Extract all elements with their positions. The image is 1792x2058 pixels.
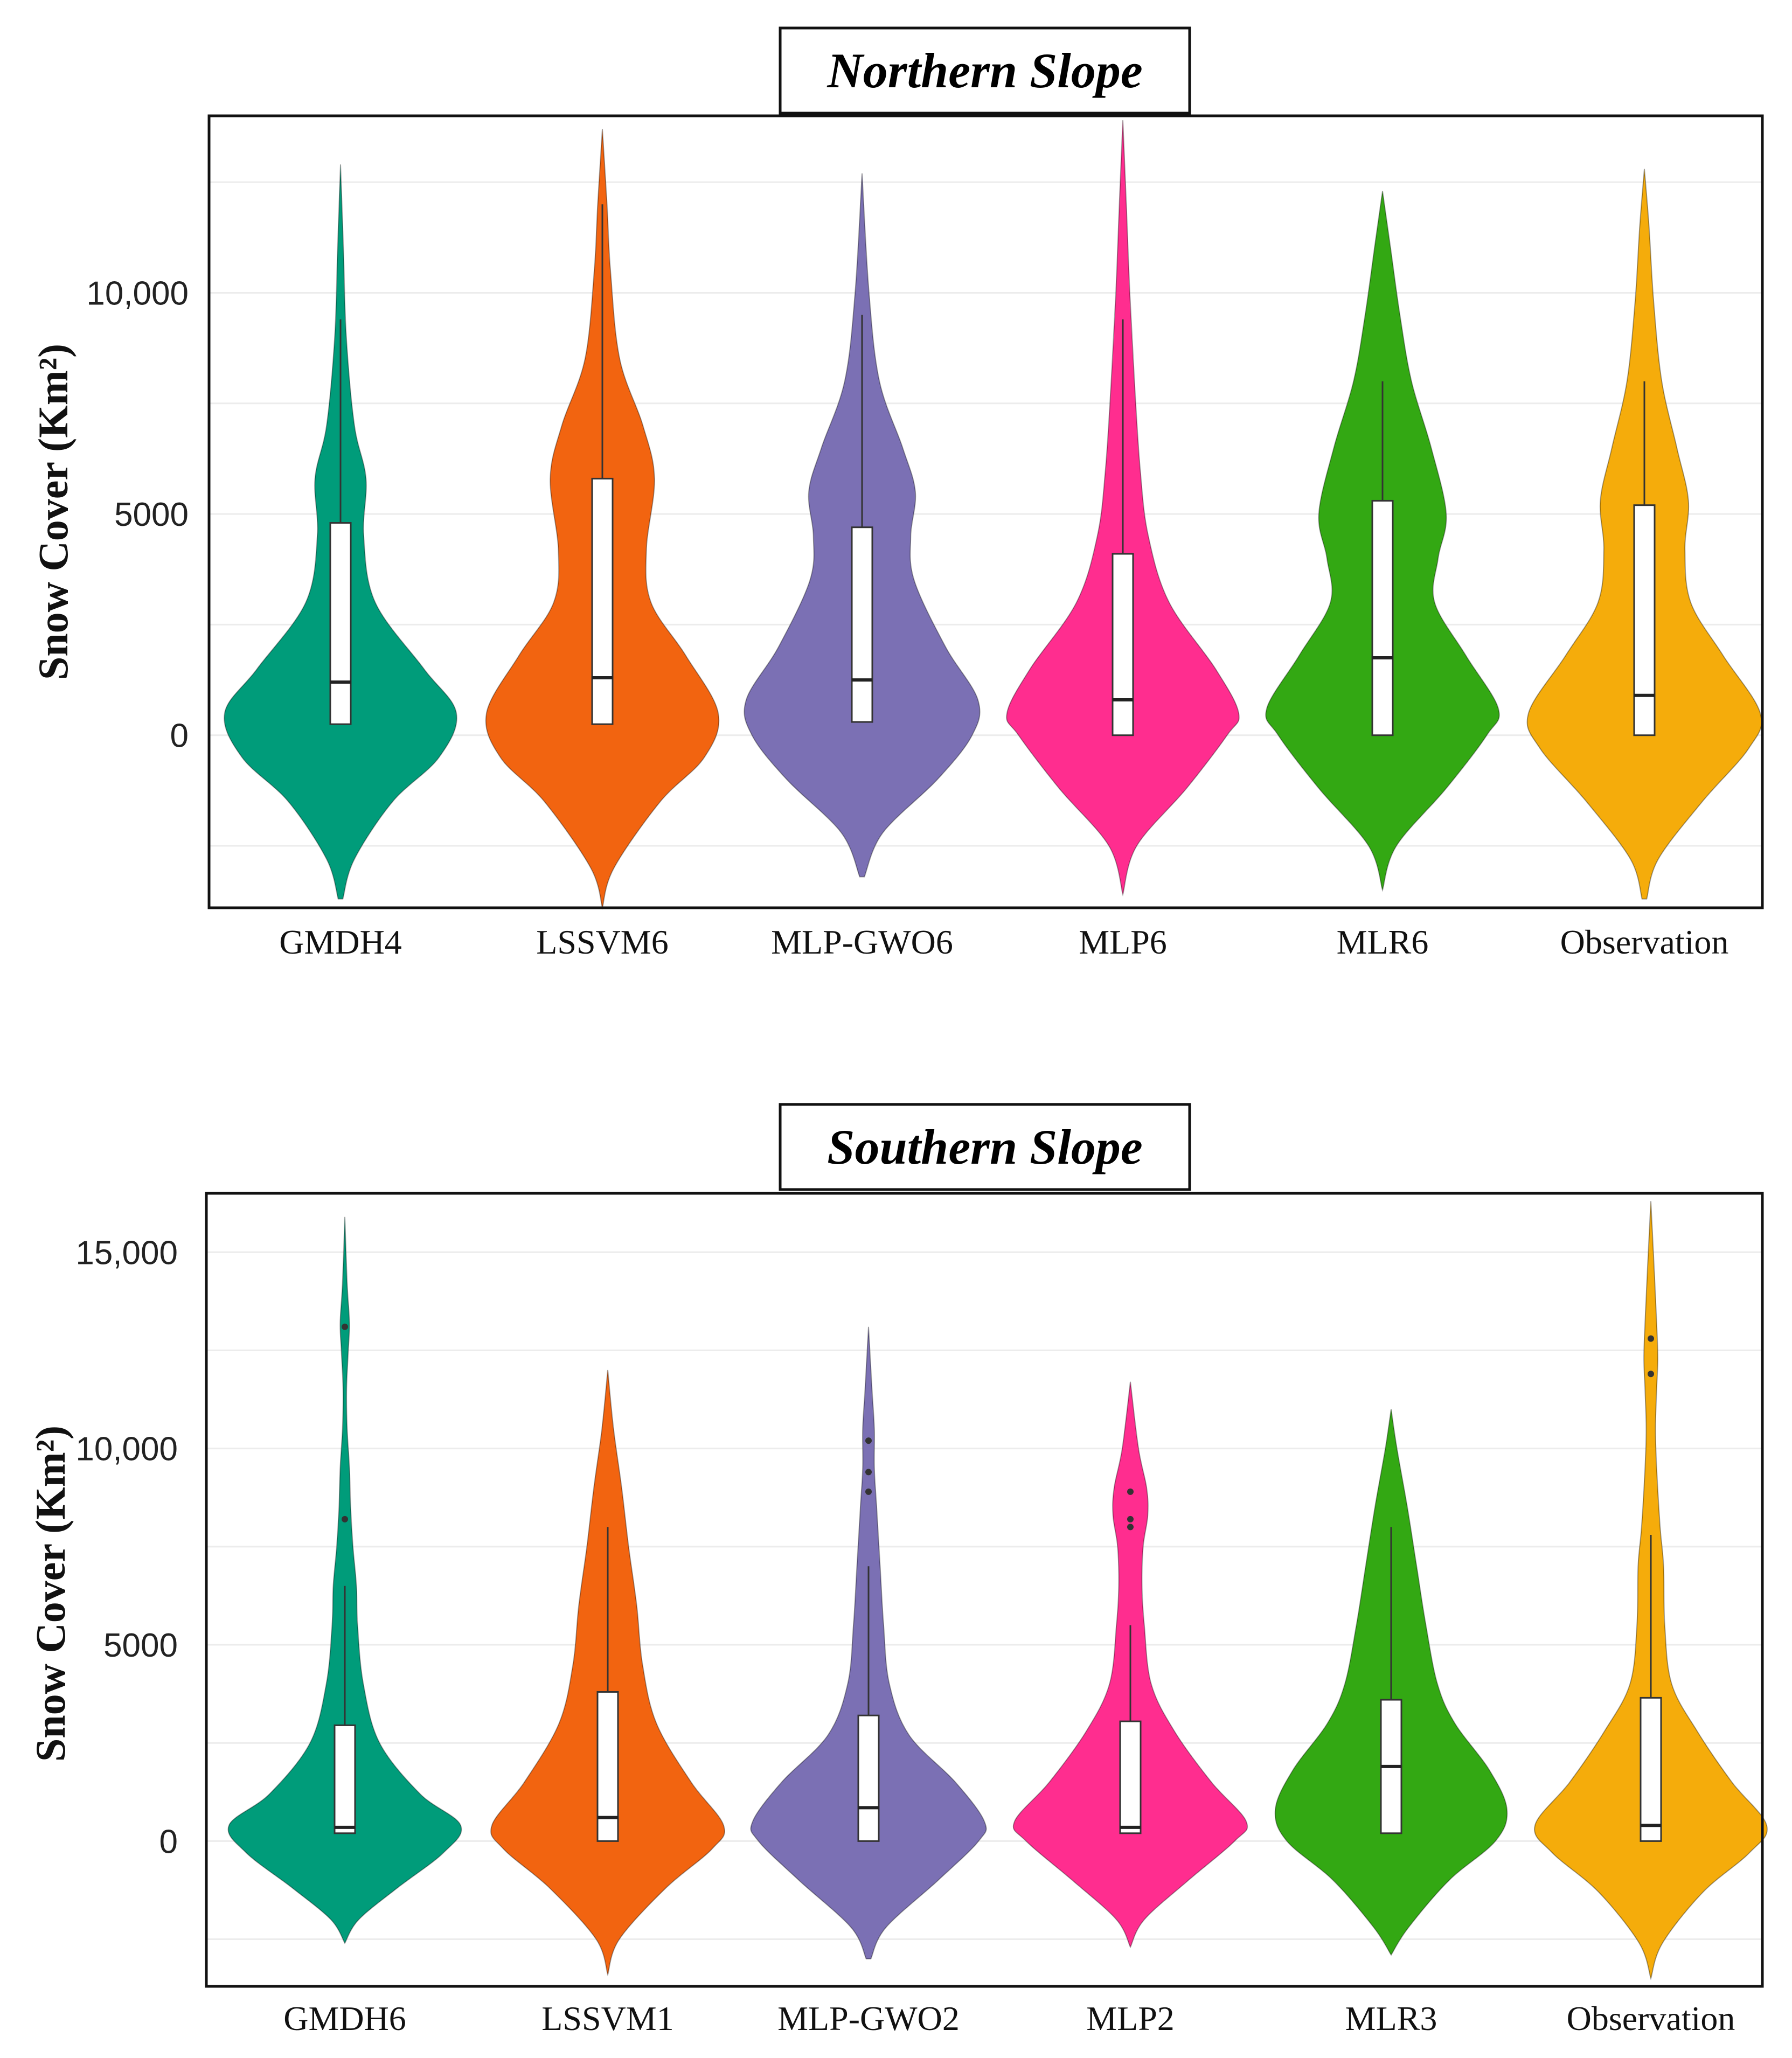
x-category-label: MLP-GWO2 [777,1999,960,2038]
iqr-box [334,1724,356,1834]
y-tick-label: 5000 [103,1627,178,1664]
panel-southern-slope: 0 5000 10,000 15,000 GMDH6 LSSVM1 MLP-GWO2 MLP… [27,1103,1768,2038]
y-tick-label: 0 [170,718,189,755]
y-ticks-southern: 0 5000 10,000 15,000 [75,1234,178,1860]
violin-gmdh4 [224,164,457,900]
x-category-label: LSSVM6 [536,923,668,961]
iqr-box [1371,499,1394,736]
violin-mlp6 [1006,120,1240,897]
x-category-label: GMDH4 [279,923,402,961]
outlier-point [865,1469,872,1476]
violin-mlp2 [1012,1381,1248,1949]
outlier-point [1648,1371,1654,1378]
iqr-box [1633,504,1656,736]
violin-mlr3 [1274,1409,1508,1956]
outlier-point [342,1323,348,1330]
panel-title-box-northern [779,26,1191,115]
panel-title-southern: Southern Slope [827,1120,1142,1174]
outlier-point [865,1488,872,1495]
outlier-point [1648,1335,1654,1342]
x-categories-northern: GMDH4 LSSVM6 MLP-GWO6 MLP6 MLR6 Observation [279,923,1728,961]
violin-body [227,1216,462,1944]
y-axis-title-southern: Snow Cover (Km²) [27,1426,74,1762]
y-tick-label: 10,000 [86,275,189,312]
violins-northern [224,120,1762,910]
violin-observation [1534,1201,1768,1980]
x-category-label: MLP-GWO6 [771,923,953,961]
x-category-label: MLR3 [1345,1999,1437,2038]
x-category-label: Observation [1560,923,1729,961]
iqr-box [329,522,352,725]
iqr-box [851,526,873,723]
violin-lssvm6 [485,129,720,910]
y-axis-title-northern: Snow Cover (Km²) [30,344,77,680]
y-ticks-northern: 0 5000 10,000 [86,275,189,754]
panel-title-box-southern [779,1103,1191,1191]
panel-northern-slope: 0 5000 10,000 GMDH4 LSSVM6 MLP-GWO6 MLP6 MLR6 O… [30,26,1764,961]
x-category-label: LSSVM1 [541,1999,673,2038]
x-category-label: MLP6 [1079,923,1167,961]
outlier-point [865,1437,872,1444]
y-tick-label: 10,000 [75,1431,178,1468]
violin-gmdh6 [227,1216,462,1944]
x-categories-southern: GMDH6 LSSVM1 MLP-GWO2 MLP2 MLR3 Observation [283,1999,1735,2038]
iqr-box [857,1714,880,1842]
outlier-point [342,1515,348,1522]
x-category-label: MLR6 [1337,923,1429,961]
y-tick-label: 0 [159,1823,178,1860]
outlier-point [1127,1524,1134,1531]
outlier-point [1127,1515,1134,1522]
iqr-box [1119,1720,1142,1834]
x-category-label: GMDH6 [283,1999,406,2038]
violin-lssvm1 [490,1369,725,1977]
violin-mlp-gwo6 [744,173,981,878]
plot-frame-northern [207,114,1764,909]
iqr-box [591,477,614,725]
violin-mlp-gwo2 [750,1326,987,1959]
outlier-point [1127,1488,1134,1495]
x-category-label: Observation [1567,1999,1735,2038]
iqr-box [1112,553,1134,736]
y-tick-label: 5000 [114,496,189,533]
violins-southern [227,1201,1768,1980]
plot-frame-southern [205,1192,1764,1988]
iqr-box [1640,1697,1662,1842]
y-tick-label: 15,000 [75,1234,178,1271]
x-category-label: MLP2 [1086,1999,1175,2038]
violin-mlr6 [1265,191,1500,892]
panel-title-northern: Northern Slope [826,43,1142,98]
gridlines-northern [209,181,1762,847]
violin-observation [1526,169,1762,900]
gridlines-southern [206,1251,1762,1941]
